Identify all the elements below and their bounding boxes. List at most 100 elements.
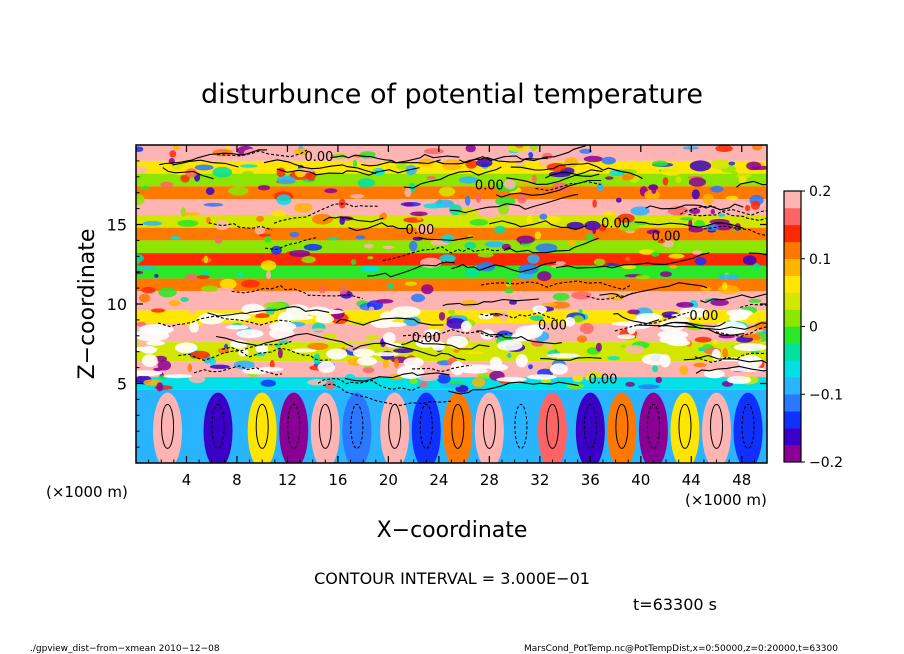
texture-speckle bbox=[458, 176, 479, 184]
texture-speckle bbox=[566, 383, 585, 390]
contour-loop bbox=[255, 403, 269, 449]
texture-speckle bbox=[617, 222, 640, 232]
contour-line bbox=[700, 293, 767, 303]
plume-cell bbox=[247, 392, 277, 463]
texture-speckle bbox=[593, 258, 606, 266]
texture-speckle bbox=[651, 251, 660, 257]
texture-speckle bbox=[387, 282, 394, 290]
texture-speckle bbox=[761, 279, 766, 288]
texture-speckle bbox=[203, 202, 224, 207]
saturated-region bbox=[277, 314, 314, 321]
texture-speckle bbox=[734, 172, 752, 179]
saturated-region bbox=[225, 324, 249, 330]
texture-speckle bbox=[579, 323, 594, 334]
texture-speckle bbox=[541, 302, 558, 307]
plume-cell bbox=[380, 392, 410, 463]
texture-speckle bbox=[187, 363, 193, 372]
saturated-region bbox=[397, 365, 424, 379]
saturated-region bbox=[525, 324, 544, 335]
texture-speckle bbox=[721, 282, 728, 291]
contour-line bbox=[401, 339, 490, 350]
contour-line bbox=[442, 298, 539, 307]
plume-cell bbox=[537, 392, 567, 463]
x-tick-label: 20 bbox=[379, 471, 398, 489]
saturated-region bbox=[390, 306, 421, 318]
texture-speckle bbox=[416, 224, 435, 234]
x-tick-label: 28 bbox=[480, 471, 499, 489]
texture-speckle bbox=[472, 377, 486, 388]
texture-speckle bbox=[394, 358, 399, 368]
texture-speckle bbox=[702, 193, 714, 205]
saturated-region bbox=[136, 329, 170, 342]
texture-speckle bbox=[571, 291, 592, 300]
texture-speckle bbox=[537, 271, 552, 282]
texture-speckle bbox=[448, 309, 456, 315]
texture-speckle bbox=[139, 186, 151, 190]
texture-speckle bbox=[441, 234, 455, 243]
texture-speckle bbox=[625, 381, 635, 387]
texture-speckle bbox=[172, 145, 180, 151]
texture-speckle bbox=[160, 181, 174, 188]
plume-cell bbox=[733, 392, 763, 463]
texture-speckle bbox=[294, 202, 313, 213]
texture-speckle bbox=[572, 315, 584, 323]
texture-speckle bbox=[464, 267, 480, 277]
texture-speckle bbox=[289, 250, 311, 257]
texture-speckle bbox=[675, 269, 685, 276]
saturated-region bbox=[424, 329, 441, 336]
texture-speckle bbox=[516, 273, 535, 279]
contour-line bbox=[265, 237, 317, 251]
contour-line bbox=[418, 236, 474, 241]
contour-label: 0.00 bbox=[405, 223, 434, 238]
contour-label: 0.00 bbox=[305, 150, 334, 165]
texture-speckle bbox=[307, 342, 329, 350]
texture-speckle bbox=[526, 215, 533, 224]
contour-loop bbox=[318, 403, 332, 449]
texture-speckle bbox=[219, 278, 237, 290]
texture-speckle bbox=[637, 384, 660, 390]
contour-line bbox=[459, 145, 586, 163]
contour-line bbox=[273, 203, 380, 224]
texture-speckle bbox=[254, 226, 266, 235]
texture-speckle bbox=[635, 275, 650, 280]
x-unit-left: (×1000 m) bbox=[46, 483, 128, 501]
contour-label: 0.00 bbox=[588, 373, 617, 388]
texture-speckle bbox=[216, 210, 233, 215]
saturated-region bbox=[317, 361, 336, 373]
texture-speckle bbox=[700, 286, 712, 291]
texture-speckle bbox=[439, 383, 462, 388]
texture-speckle bbox=[368, 306, 375, 312]
texture-speckle bbox=[718, 285, 740, 295]
contour-line bbox=[489, 220, 588, 231]
texture-speckle bbox=[375, 299, 394, 304]
texture-speckle bbox=[728, 161, 736, 166]
texture-speckle bbox=[689, 160, 712, 172]
texture-speckle bbox=[214, 237, 223, 244]
saturated-region bbox=[726, 309, 753, 317]
texture-speckle bbox=[731, 170, 738, 178]
contour-label: 0.00 bbox=[601, 217, 630, 232]
texture-speckle bbox=[606, 263, 619, 267]
contour-line bbox=[217, 149, 308, 158]
texture-speckle bbox=[514, 152, 529, 160]
texture-speckle bbox=[253, 313, 270, 319]
x-axis-label: X−coordinate bbox=[377, 518, 528, 543]
texture-speckle bbox=[324, 188, 338, 194]
saturated-region bbox=[546, 353, 581, 358]
texture-speckle bbox=[578, 309, 583, 314]
texture-speckle bbox=[393, 348, 414, 354]
contour-label: 0.00 bbox=[475, 179, 504, 194]
texture-speckle bbox=[271, 210, 287, 217]
texture-speckle bbox=[418, 374, 439, 382]
texture-speckle bbox=[746, 161, 762, 171]
contour-line bbox=[348, 222, 408, 232]
texture-speckle bbox=[363, 243, 374, 249]
texture-speckle bbox=[652, 160, 668, 167]
saturated-region bbox=[352, 348, 375, 358]
texture-speckle bbox=[481, 212, 496, 219]
texture-speckle bbox=[438, 312, 446, 321]
contour-label: 0.00 bbox=[652, 229, 681, 244]
contour-line bbox=[276, 167, 420, 176]
contour-loop bbox=[161, 403, 175, 449]
time-text: t=63300 s bbox=[633, 595, 717, 614]
